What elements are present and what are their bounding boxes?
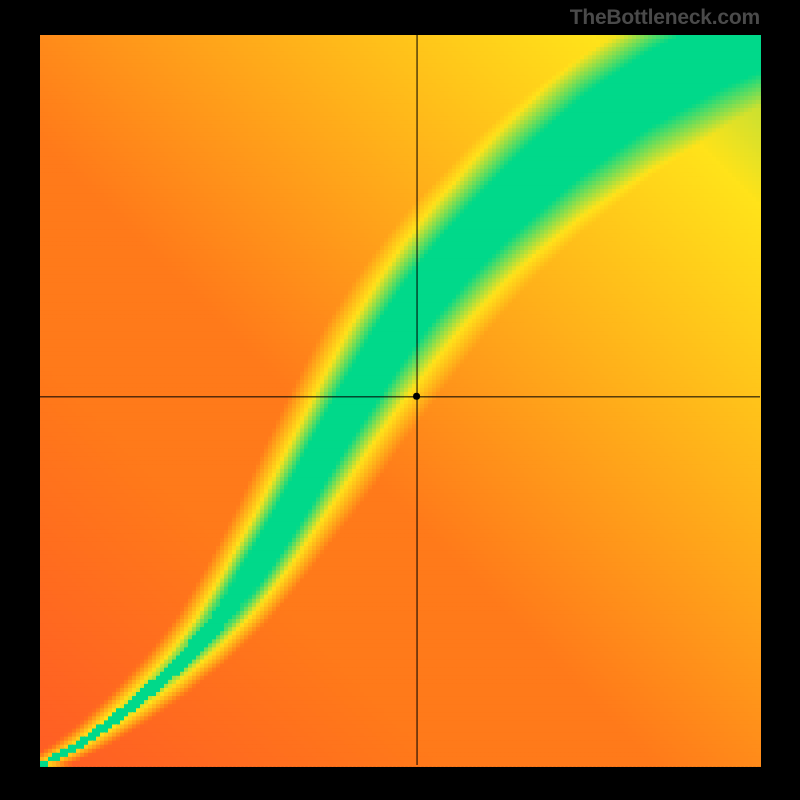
root-container: TheBottleneck.com bbox=[0, 0, 800, 800]
watermark-text: TheBottleneck.com bbox=[570, 6, 760, 30]
bottleneck-heatmap bbox=[0, 0, 800, 800]
